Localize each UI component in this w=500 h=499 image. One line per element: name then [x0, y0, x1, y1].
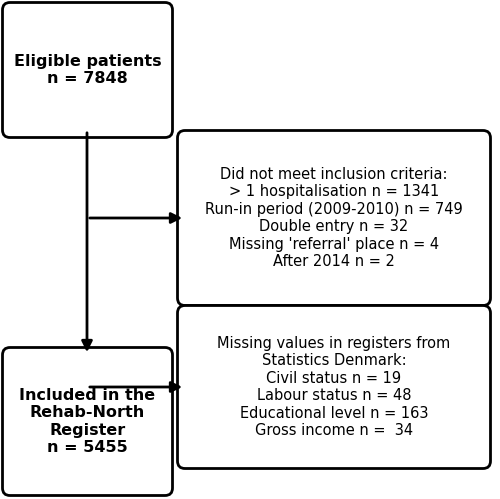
Text: Included in the
Rehab-North
Register
n = 5455: Included in the Rehab-North Register n =… — [20, 388, 156, 455]
Text: Eligible patients
n = 7848: Eligible patients n = 7848 — [14, 54, 162, 86]
FancyBboxPatch shape — [178, 305, 490, 469]
FancyBboxPatch shape — [2, 2, 172, 138]
Text: Did not meet inclusion criteria:
> 1 hospitalisation n = 1341
Run-in period (200: Did not meet inclusion criteria: > 1 hos… — [205, 167, 463, 269]
FancyBboxPatch shape — [178, 131, 490, 305]
Text: Missing values in registers from
Statistics Denmark:
Civil status n = 19
Labour : Missing values in registers from Statist… — [218, 336, 450, 438]
FancyBboxPatch shape — [2, 347, 172, 496]
